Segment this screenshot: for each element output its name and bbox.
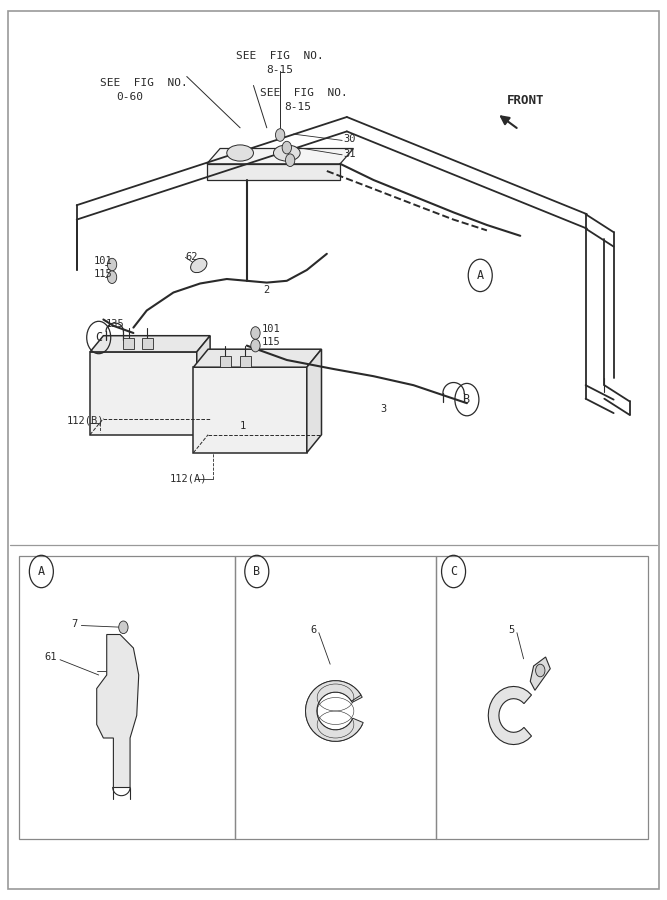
Text: 8-15: 8-15 <box>267 65 293 76</box>
Polygon shape <box>530 657 550 690</box>
Text: 112(B): 112(B) <box>67 415 104 426</box>
Polygon shape <box>307 349 321 453</box>
Polygon shape <box>193 349 321 367</box>
Text: 101: 101 <box>93 256 112 266</box>
Text: 112(A): 112(A) <box>170 473 207 484</box>
Text: 61: 61 <box>45 652 57 662</box>
Text: 8-15: 8-15 <box>285 102 311 112</box>
Circle shape <box>285 154 295 166</box>
Text: 62: 62 <box>185 251 198 262</box>
Text: 115: 115 <box>93 268 112 279</box>
Ellipse shape <box>191 258 207 273</box>
Text: 5: 5 <box>508 625 514 635</box>
Text: SEE  FIG  NO.: SEE FIG NO. <box>236 50 324 61</box>
Text: A: A <box>38 565 45 578</box>
Polygon shape <box>197 336 210 435</box>
Text: 6: 6 <box>310 625 316 635</box>
Text: 7: 7 <box>71 618 77 629</box>
Polygon shape <box>488 687 532 744</box>
Circle shape <box>107 271 117 284</box>
Text: SEE  FIG  NO.: SEE FIG NO. <box>99 77 187 88</box>
Text: C: C <box>450 565 457 578</box>
Text: 3: 3 <box>380 404 386 415</box>
Circle shape <box>119 621 128 634</box>
Circle shape <box>282 141 291 154</box>
Circle shape <box>251 339 260 352</box>
Bar <box>220 356 231 367</box>
Circle shape <box>107 258 117 271</box>
Text: SEE  FIG  NO.: SEE FIG NO. <box>259 87 348 98</box>
Text: 30: 30 <box>344 134 356 145</box>
Polygon shape <box>305 680 362 742</box>
Circle shape <box>536 664 545 677</box>
Circle shape <box>275 129 285 141</box>
Ellipse shape <box>227 145 253 161</box>
Text: FRONT: FRONT <box>507 94 544 107</box>
Bar <box>123 338 134 349</box>
Text: 135: 135 <box>105 319 124 329</box>
Bar <box>90 352 197 435</box>
Bar <box>142 338 153 349</box>
Text: 2: 2 <box>263 284 269 295</box>
Polygon shape <box>90 336 210 352</box>
Polygon shape <box>207 164 340 180</box>
Text: B: B <box>253 565 260 578</box>
Bar <box>235 556 436 839</box>
Bar <box>436 556 648 839</box>
Polygon shape <box>97 634 139 788</box>
Bar <box>193 367 307 453</box>
Text: A: A <box>477 269 484 282</box>
Text: 31: 31 <box>344 148 356 159</box>
Text: 1: 1 <box>240 420 246 431</box>
Text: C: C <box>95 331 102 344</box>
Polygon shape <box>207 148 354 164</box>
Circle shape <box>251 327 260 339</box>
Bar <box>240 356 251 367</box>
Text: 0-60: 0-60 <box>117 92 143 103</box>
Text: B: B <box>464 393 470 406</box>
Text: 101: 101 <box>261 324 280 335</box>
Text: 115: 115 <box>261 337 280 347</box>
Ellipse shape <box>273 145 300 161</box>
Polygon shape <box>305 680 364 742</box>
Bar <box>19 556 235 839</box>
